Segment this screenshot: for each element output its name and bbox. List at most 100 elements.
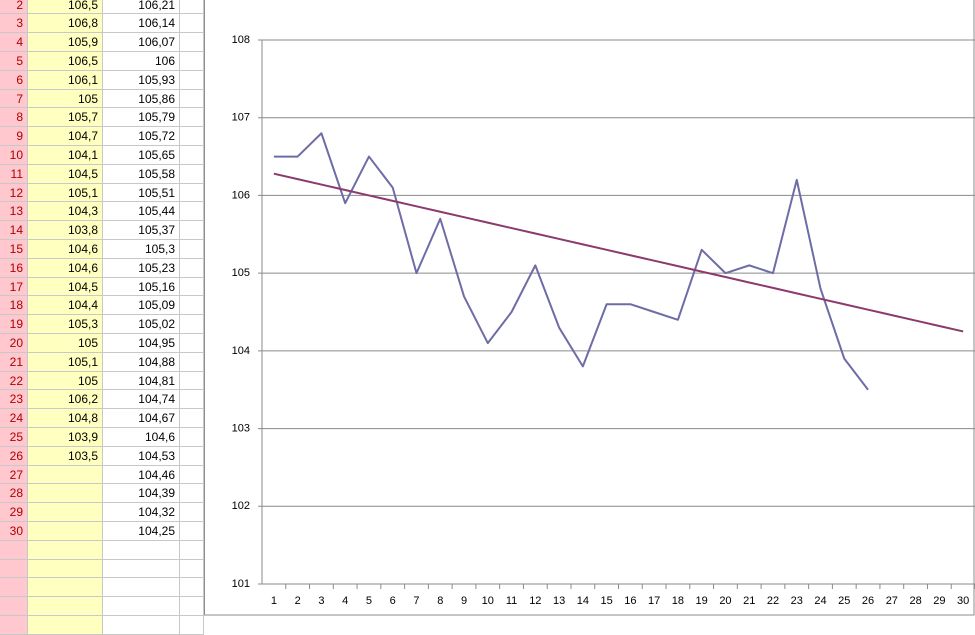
- empty-cell: [180, 70, 204, 90]
- y-tick-label: 103: [232, 422, 250, 434]
- x-tick-label: 13: [553, 595, 565, 607]
- row-header: 5: [0, 52, 28, 71]
- value-cell: 103,5: [28, 446, 103, 466]
- empty-cell: [180, 33, 204, 52]
- value-cell: [28, 484, 103, 504]
- trend-cell: 105,09: [103, 296, 180, 316]
- empty-cell: [180, 89, 204, 109]
- value-cell: 105: [28, 371, 103, 391]
- value-cell: 103,8: [28, 221, 103, 240]
- x-tick-label: 3: [318, 595, 324, 607]
- value-cell: [28, 616, 103, 635]
- x-tick-label: 21: [743, 595, 755, 607]
- data-line: [273, 132, 869, 391]
- x-tick-label: 6: [390, 595, 396, 607]
- row-header: 16: [0, 258, 28, 278]
- trend-cell: [103, 616, 180, 635]
- empty-cell: [180, 409, 204, 428]
- row-header: 9: [0, 127, 28, 146]
- y-tick-label: 104: [232, 345, 250, 357]
- trend-cell: 105,65: [103, 146, 180, 165]
- empty-cell: [180, 108, 204, 128]
- y-tick-label: 108: [232, 34, 250, 46]
- x-tick-label: 10: [482, 595, 494, 607]
- empty-cell: [180, 540, 204, 560]
- value-cell: 106,5: [28, 0, 103, 15]
- x-tick-label: 12: [529, 595, 541, 607]
- x-tick-label: 5: [366, 595, 372, 607]
- empty-cell: [180, 221, 204, 240]
- value-cell: 105,1: [28, 183, 103, 203]
- row-header: 21: [0, 352, 28, 372]
- value-cell: 104,8: [28, 409, 103, 428]
- trend-cell: 104,32: [103, 503, 180, 522]
- value-cell: 104,5: [28, 277, 103, 297]
- empty-cell: [180, 428, 204, 447]
- data-line: [273, 172, 964, 333]
- empty-cell: [180, 465, 204, 485]
- empty-cell: [180, 446, 204, 466]
- x-tick-label: 30: [957, 595, 969, 607]
- row-header: 28: [0, 484, 28, 504]
- trend-cell: 104,46: [103, 465, 180, 485]
- row-header: 29: [0, 503, 28, 522]
- y-tick-label: 105: [232, 267, 250, 279]
- trend-cell: 105,16: [103, 277, 180, 297]
- empty-cell: [180, 578, 204, 598]
- value-cell: [28, 522, 103, 541]
- value-cell: 105,1: [28, 352, 103, 372]
- trend-cell: 106,07: [103, 33, 180, 52]
- empty-cell: [180, 164, 204, 184]
- value-cell: 103,9: [28, 428, 103, 447]
- row-header: 19: [0, 315, 28, 334]
- row-header: 24: [0, 409, 28, 428]
- trend-cell: 105,3: [103, 240, 180, 259]
- row-header: 26: [0, 446, 28, 466]
- trend-cell: 104,88: [103, 352, 180, 372]
- empty-cell: [180, 183, 204, 203]
- x-tick-label: 9: [461, 595, 467, 607]
- x-tick-label: 4: [342, 595, 348, 607]
- value-cell: 104,5: [28, 164, 103, 184]
- trend-cell: 105,93: [103, 70, 180, 90]
- row-header: [0, 559, 28, 579]
- trend-cell: [103, 597, 180, 616]
- row-header: [0, 597, 28, 616]
- trend-cell: 105,37: [103, 221, 180, 240]
- x-tick-label: 28: [909, 595, 921, 607]
- value-cell: 104,6: [28, 240, 103, 259]
- value-cell: 104,6: [28, 258, 103, 278]
- row-header: 17: [0, 277, 28, 297]
- x-tick-label: 18: [672, 595, 684, 607]
- empty-cell: [180, 0, 204, 15]
- row-header: 15: [0, 240, 28, 259]
- x-tick-label: 8: [437, 595, 443, 607]
- x-tick-label: 26: [862, 595, 874, 607]
- x-tick-label: 7: [413, 595, 419, 607]
- x-tick-label: 15: [600, 595, 612, 607]
- row-header: 13: [0, 202, 28, 222]
- row-header: 6: [0, 70, 28, 90]
- trend-cell: [103, 540, 180, 560]
- x-tick-label: 14: [577, 595, 589, 607]
- empty-cell: [180, 503, 204, 522]
- row-header: 7: [0, 89, 28, 109]
- y-tick-label: 107: [232, 112, 250, 124]
- row-header: 30: [0, 522, 28, 541]
- empty-cell: [180, 522, 204, 541]
- empty-cell: [180, 334, 204, 353]
- empty-cell: [180, 559, 204, 579]
- trend-cell: 105,44: [103, 202, 180, 222]
- empty-cell: [180, 484, 204, 504]
- trend-cell: 106,21: [103, 0, 180, 15]
- trend-cell: 105,86: [103, 89, 180, 109]
- empty-cell: [180, 14, 204, 34]
- value-cell: 105,9: [28, 33, 103, 52]
- row-header: 18: [0, 296, 28, 316]
- y-tick-label: 106: [232, 189, 250, 201]
- row-header: 8: [0, 108, 28, 128]
- empty-cell: [180, 240, 204, 259]
- x-tick-label: 25: [838, 595, 850, 607]
- chart-frame: [204, 0, 975, 616]
